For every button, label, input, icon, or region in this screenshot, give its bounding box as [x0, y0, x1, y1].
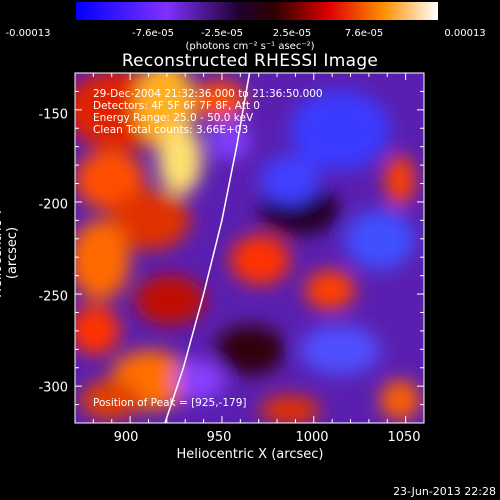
detectors-annotation: Detectors: 4F 5F 6F 7F 8F, Att 0: [93, 100, 260, 112]
colorbar-tick-label: 7.6e-05: [344, 28, 384, 39]
x-tick-label: 900: [113, 430, 139, 445]
plot-frame: [74, 72, 425, 424]
colorbar-tick-label: 2.5e-05: [272, 28, 312, 39]
x-tick-label: 950: [206, 430, 232, 445]
chart-title: Reconstructed RHESSI Image: [121, 51, 379, 71]
method-annotation: Clean Total counts: 3.66E+03: [93, 124, 249, 136]
axis-ticks: [75, 72, 425, 424]
colorbar-tick-label: 0.00013: [444, 28, 486, 39]
energy-range-annotation: Energy Range: 25.0 - 50.0 keV: [93, 112, 254, 124]
timestamp: 23-Jun-2013 22:28: [393, 485, 496, 498]
peak-position-annotation: Position of Peak = [925,-179]: [93, 397, 247, 409]
colorbar-tick-label: -2.5e-05: [201, 28, 243, 39]
solar-limb-curve: [164, 73, 251, 423]
x-tick-label: 1050: [387, 430, 421, 445]
colorbar-gradient: [76, 2, 438, 20]
rhessi-image: [75, 73, 424, 423]
y-tick-label: -250: [38, 289, 68, 305]
y-tick-label: -300: [38, 380, 68, 396]
y-tick-label: -200: [38, 197, 68, 213]
time-range-annotation: 29-Dec-2004 21:32:36.000 to 21:36:50.000: [93, 88, 323, 100]
y-tick-label: -150: [38, 107, 68, 123]
x-axis-label: Heliocentric X (arcsec): [176, 447, 324, 462]
y-axis-label: Heliocentric Y (arcsec): [0, 208, 20, 298]
colorbar-tick-label: -0.00013: [5, 28, 51, 39]
colorbar-units: (photons cm⁻² s⁻¹ asec⁻²): [185, 41, 315, 52]
colorbar-tick-label: -7.6e-05: [132, 28, 174, 39]
x-tick-label: 1000: [295, 430, 329, 445]
